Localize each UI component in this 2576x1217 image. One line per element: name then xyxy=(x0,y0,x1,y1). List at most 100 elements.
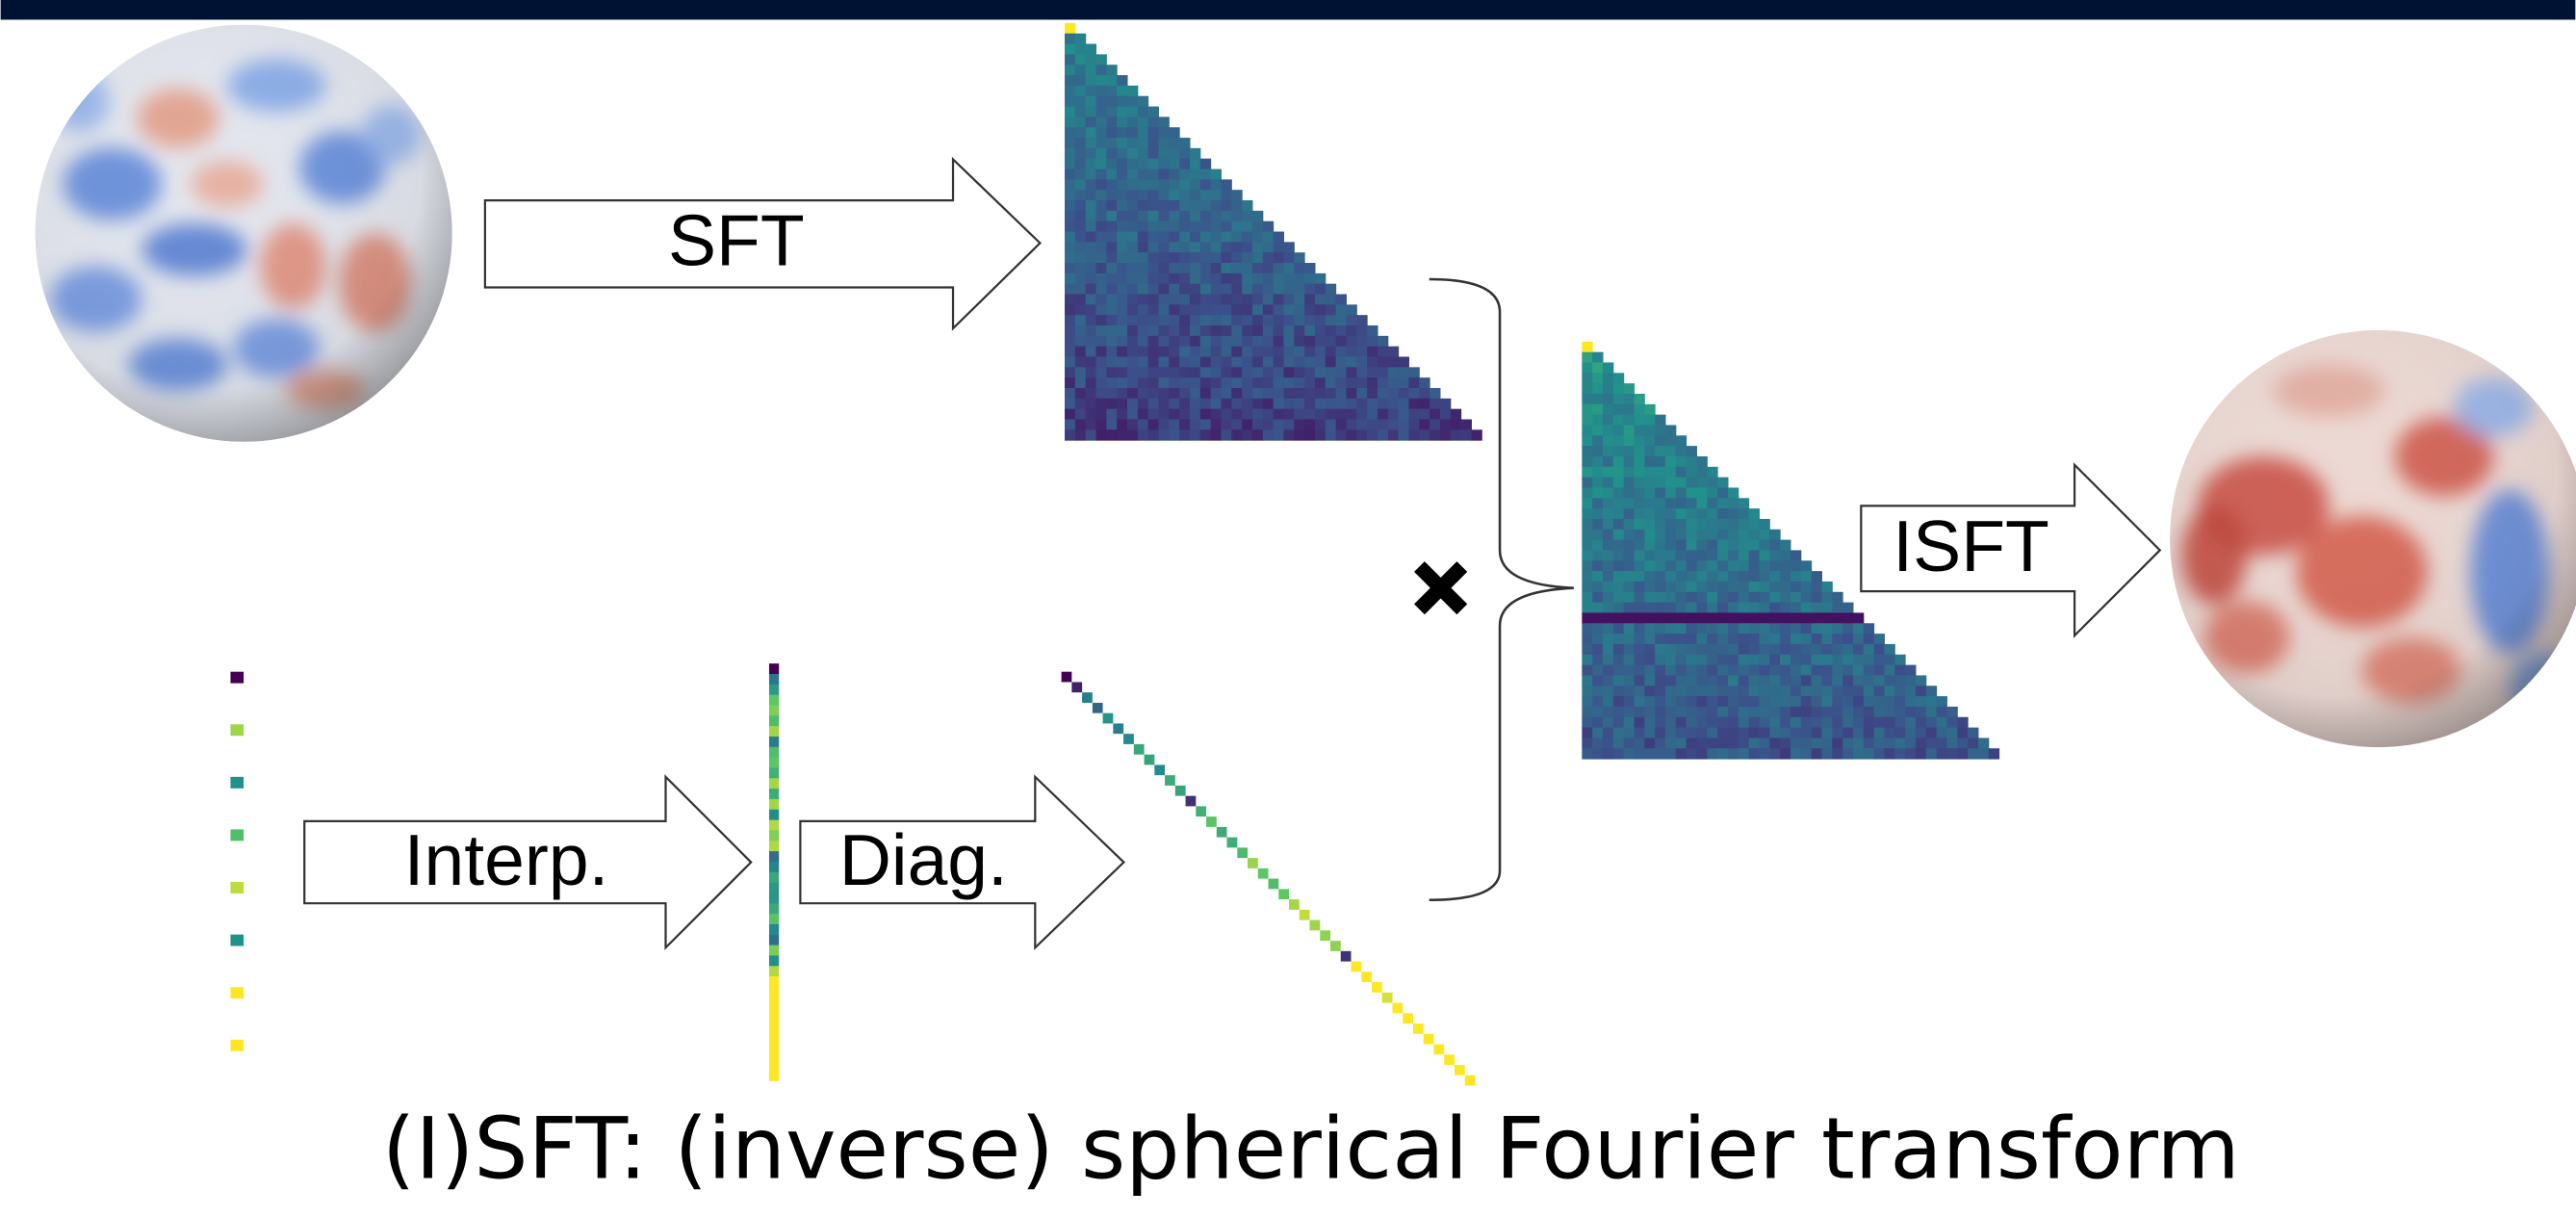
cell xyxy=(1634,519,1644,530)
cell xyxy=(1749,707,1760,717)
cell xyxy=(1676,707,1687,717)
cell xyxy=(1676,478,1687,488)
cell xyxy=(1749,550,1760,560)
cell xyxy=(1696,675,1707,686)
cell xyxy=(1252,377,1263,388)
cell xyxy=(1676,592,1687,603)
cell xyxy=(1603,383,1613,394)
cell xyxy=(1696,655,1707,665)
cell xyxy=(1263,357,1274,368)
cell xyxy=(1378,429,1388,440)
cell xyxy=(1728,530,1739,540)
cell xyxy=(1853,665,1864,676)
cell xyxy=(1138,159,1148,169)
cell xyxy=(1644,612,1655,623)
cell xyxy=(1603,456,1613,467)
cell xyxy=(1106,179,1117,190)
cell xyxy=(1138,419,1148,429)
cell xyxy=(1801,707,1812,717)
cell xyxy=(1644,560,1655,571)
cell xyxy=(1874,665,1885,676)
cell xyxy=(1075,148,1086,159)
cell xyxy=(1148,159,1159,169)
cell xyxy=(1336,357,1347,368)
cell xyxy=(1127,107,1138,117)
cell xyxy=(1252,399,1263,409)
cell xyxy=(1440,399,1451,409)
cell xyxy=(1408,419,1419,429)
cell xyxy=(1717,582,1728,592)
cell xyxy=(1613,644,1624,655)
cell xyxy=(1336,388,1347,399)
cell xyxy=(1075,179,1086,190)
cell xyxy=(1127,295,1138,305)
cell xyxy=(1211,347,1222,357)
cell xyxy=(1294,419,1304,429)
cell xyxy=(1138,200,1148,211)
cell xyxy=(1200,263,1211,273)
cell xyxy=(1968,738,1978,748)
cell xyxy=(1075,419,1086,429)
cell xyxy=(1884,707,1894,717)
cell xyxy=(1190,409,1200,420)
cell xyxy=(1127,96,1138,107)
cell xyxy=(1874,696,1885,707)
cell xyxy=(1145,755,1155,765)
cell xyxy=(1687,571,1697,582)
cell xyxy=(1780,644,1790,655)
cell xyxy=(1075,44,1086,55)
cell xyxy=(1200,200,1211,211)
cell xyxy=(1200,367,1211,377)
cell xyxy=(1592,603,1603,613)
cell xyxy=(1592,665,1603,676)
cell xyxy=(1304,336,1315,347)
cell xyxy=(1676,530,1687,540)
cell xyxy=(1884,717,1894,728)
cell xyxy=(1221,273,1231,284)
cell xyxy=(1127,347,1138,357)
cell xyxy=(1842,707,1853,717)
cell xyxy=(1075,169,1086,180)
cell xyxy=(1613,560,1624,571)
cell xyxy=(1378,367,1388,377)
cell xyxy=(1864,696,1874,707)
cell xyxy=(1248,858,1258,868)
cell xyxy=(1451,409,1461,420)
cell xyxy=(1200,190,1211,200)
cell xyxy=(1634,446,1644,456)
cell xyxy=(1367,388,1378,399)
cell xyxy=(1158,127,1169,138)
cell xyxy=(1127,419,1138,429)
cell xyxy=(1634,612,1644,623)
cell xyxy=(1106,315,1117,325)
cell xyxy=(1274,263,1284,273)
cell xyxy=(1065,34,1075,44)
cell xyxy=(1812,696,1822,707)
cell xyxy=(1138,409,1148,420)
cell xyxy=(1283,419,1294,429)
cell xyxy=(1200,242,1211,252)
cell xyxy=(1461,419,1472,429)
cell xyxy=(1211,263,1222,273)
cell xyxy=(1096,190,1107,200)
cell xyxy=(1127,377,1138,388)
cell xyxy=(1252,284,1263,295)
cell xyxy=(1106,273,1117,284)
cell xyxy=(1148,190,1159,200)
cell xyxy=(1613,582,1624,592)
cell xyxy=(1231,284,1242,295)
cell xyxy=(1613,592,1624,603)
cell xyxy=(1179,388,1190,399)
cell xyxy=(1196,806,1206,816)
cell xyxy=(1283,304,1294,315)
cell xyxy=(1603,665,1613,676)
cell xyxy=(1603,634,1613,644)
cell xyxy=(1326,304,1336,315)
cell xyxy=(1687,446,1697,456)
cell xyxy=(1148,304,1159,315)
cell xyxy=(769,747,779,758)
cell xyxy=(1624,717,1635,728)
cell xyxy=(1687,612,1697,623)
cell xyxy=(1093,703,1103,713)
cell xyxy=(1655,467,1665,478)
